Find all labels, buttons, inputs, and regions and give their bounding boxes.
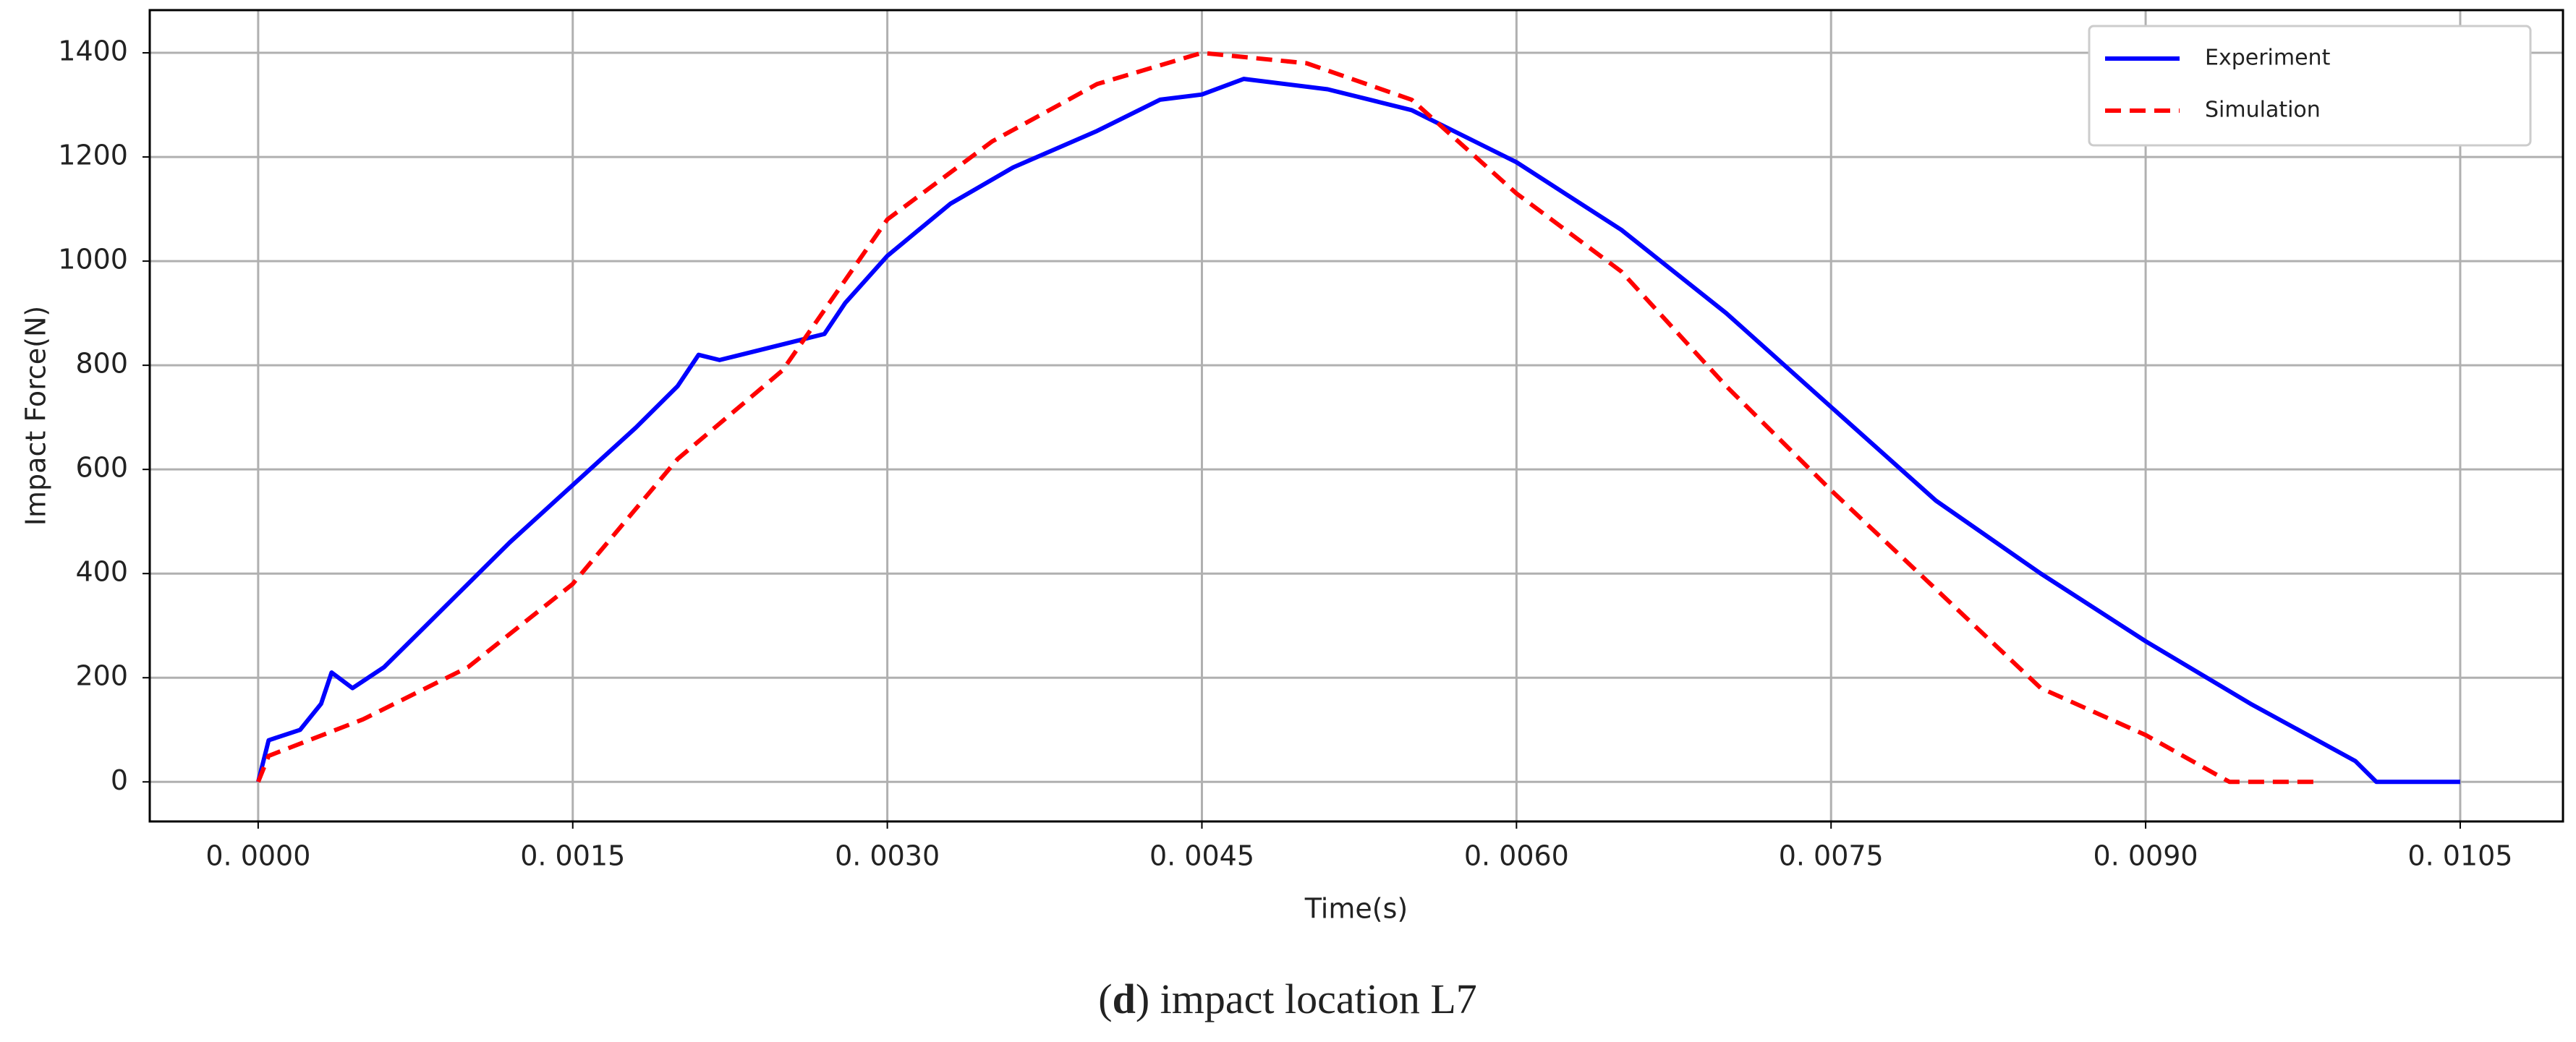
x-tick-label: 0. 0030 <box>835 840 940 872</box>
y-tick-label: 200 <box>75 660 128 692</box>
x-tick-label: 0. 0015 <box>520 840 625 872</box>
legend-box <box>2088 25 2532 147</box>
x-tick-label: 0. 0045 <box>1149 840 1254 872</box>
y-tick-label: 1000 <box>58 244 128 276</box>
y-tick-label: 600 <box>75 452 128 484</box>
line-series <box>255 77 2460 785</box>
x-tick-label: 0. 0060 <box>1464 840 1569 872</box>
caption-text: ) impact location L7 <box>1136 975 1477 1022</box>
y-tick-label: 0 <box>111 764 128 796</box>
caption-letter: d <box>1113 975 1136 1022</box>
y-tick-label: 1200 <box>58 140 128 171</box>
legend: Experiment Simulation <box>2088 25 2532 147</box>
plot-frame <box>148 9 2564 823</box>
x-tick-label: 0. 0075 <box>1779 840 1884 872</box>
y-axis-label: Impact Force(N) <box>20 306 52 526</box>
line-series <box>256 51 2313 785</box>
x-tick-label: 0. 0090 <box>2093 840 2198 872</box>
y-tick-label: 800 <box>75 348 128 380</box>
legend-label: Experiment <box>2205 46 2331 71</box>
x-tick-label: 0. 0000 <box>205 840 310 872</box>
legend-label: Simulation <box>2205 98 2321 123</box>
y-tick-label: 400 <box>75 556 128 588</box>
x-tick-label: 0. 0105 <box>2407 840 2512 872</box>
caption-open: ( <box>1098 975 1112 1022</box>
x-axis-label: Time(s) <box>1304 893 1408 925</box>
y-tick-label: 1400 <box>58 35 128 67</box>
caption: (d) impact location L7 <box>1098 975 1477 1022</box>
